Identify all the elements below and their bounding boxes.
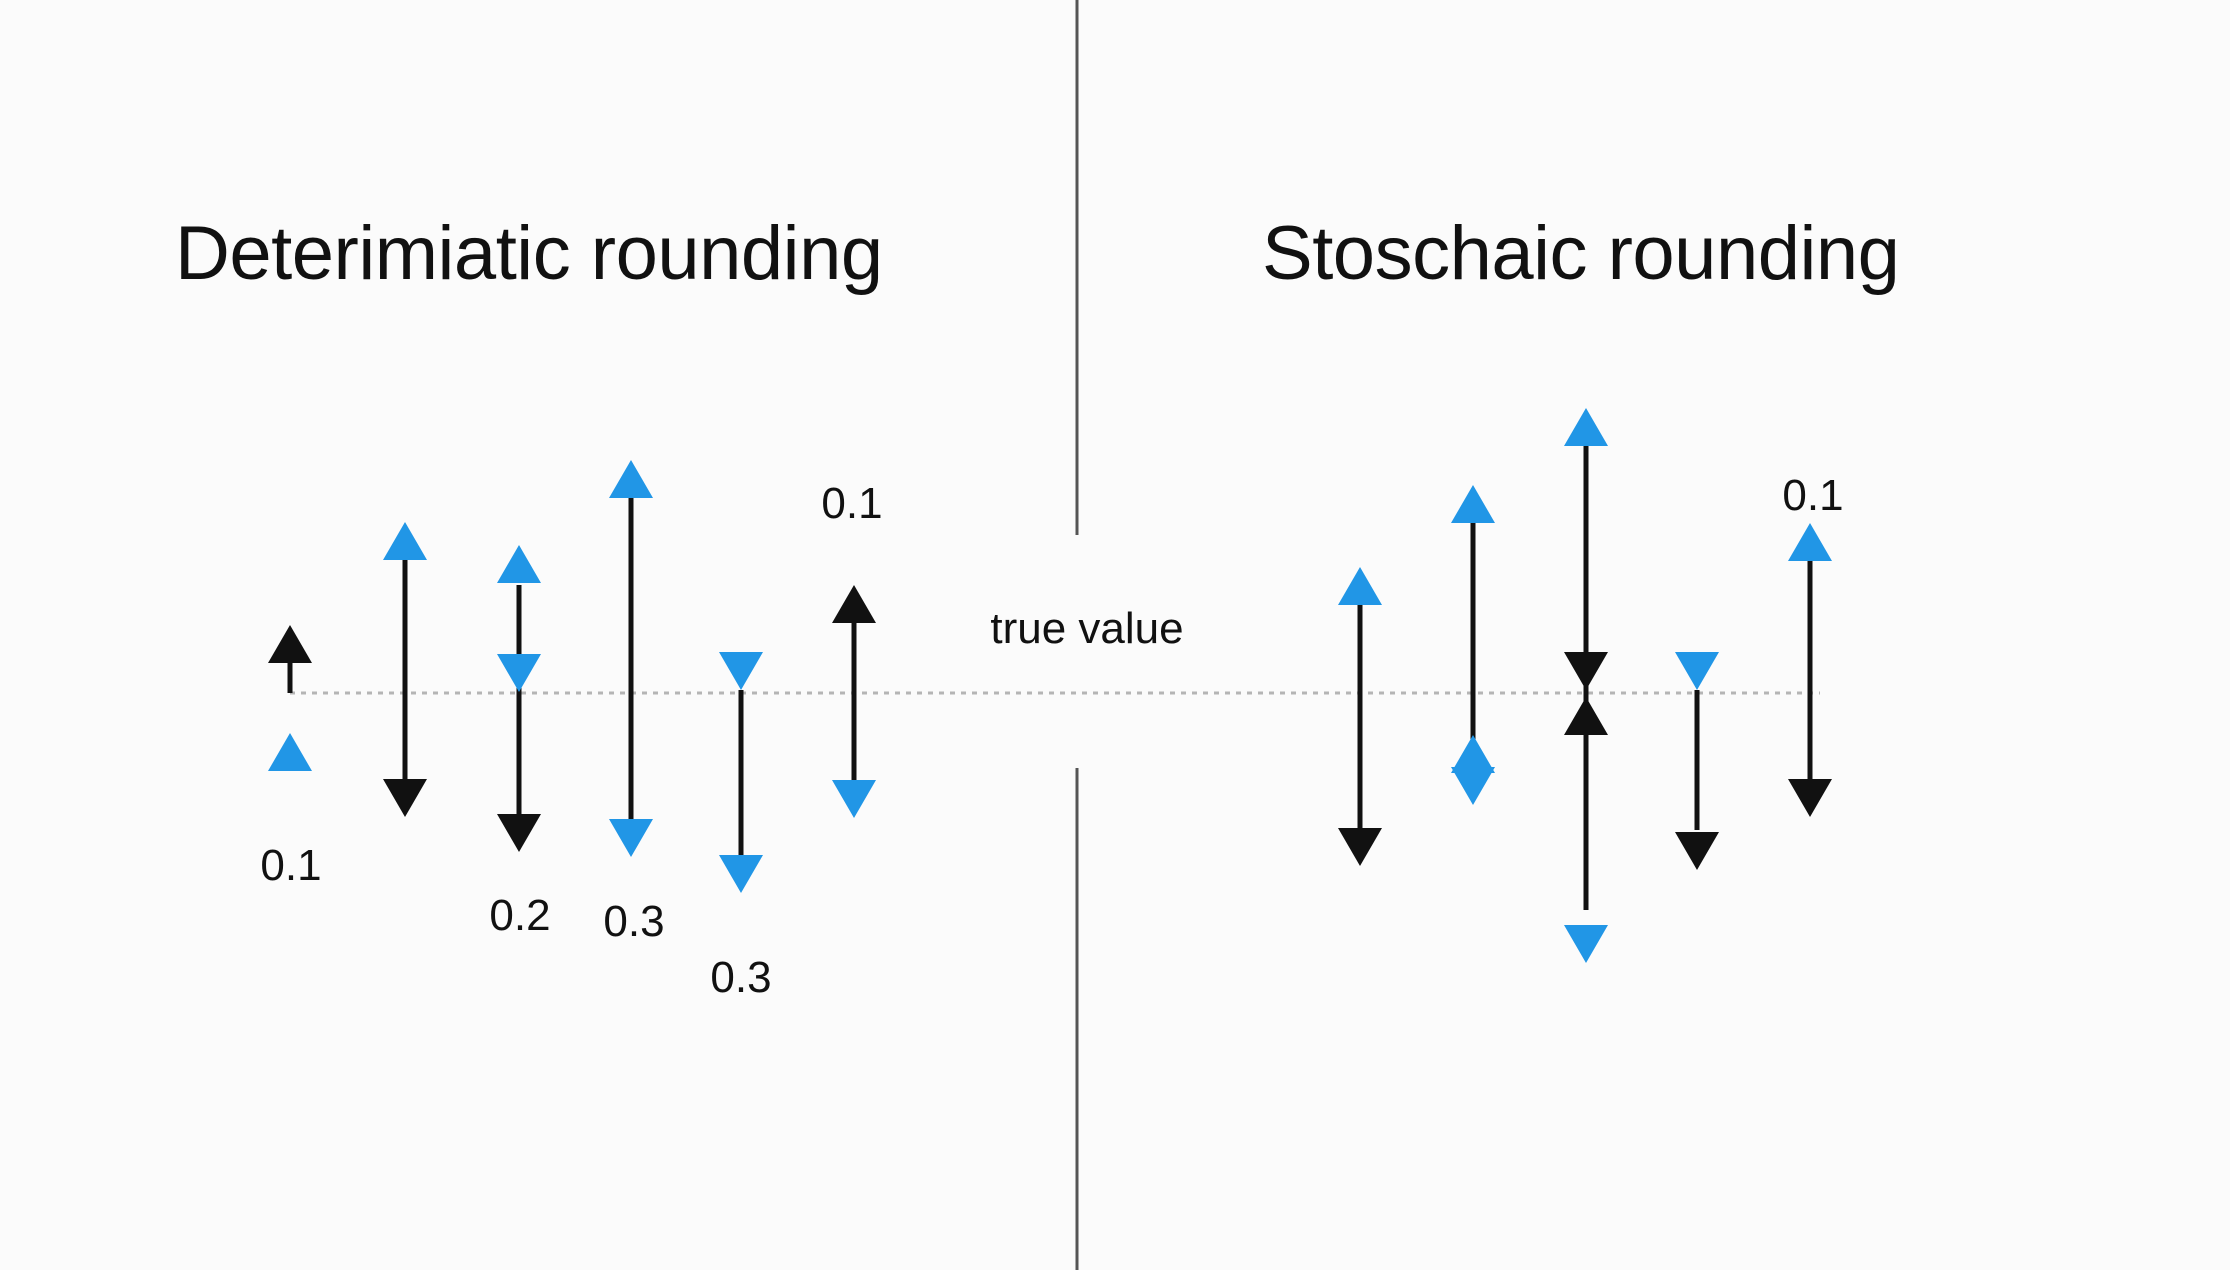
blue-arrowhead-down <box>719 652 763 690</box>
value-label: 0.1 <box>260 841 321 890</box>
blue-arrowhead-up <box>268 733 312 771</box>
blue-arrowhead-up <box>1564 408 1608 446</box>
blue-arrowhead-up <box>1788 523 1832 561</box>
black-arrowhead-down <box>1675 832 1719 870</box>
blue-arrowhead-down <box>1451 767 1495 805</box>
black-arrowhead-down <box>497 814 541 852</box>
black-arrowhead-up <box>832 585 876 623</box>
black-arrowhead-down <box>1788 779 1832 817</box>
blue-arrowhead-down <box>1675 652 1719 690</box>
value-label: 0.1 <box>821 479 882 528</box>
blue-arrowhead-down <box>497 654 541 692</box>
title-stochastic-rounding: Stoschaic rounding <box>1262 211 1900 296</box>
blue-arrowhead-down <box>719 855 763 893</box>
blue-arrowhead-up <box>1451 485 1495 523</box>
value-label: 0.1 <box>1782 471 1843 520</box>
blue-arrowhead-up <box>1451 735 1495 773</box>
value-label: 0.3 <box>603 897 664 946</box>
black-arrowhead-up <box>268 625 312 663</box>
title-deterministic-rounding: Deterimiatic rounding <box>175 211 883 296</box>
blue-arrowhead-down <box>609 819 653 857</box>
value-label: 0.2 <box>489 891 550 940</box>
value-label: 0.3 <box>710 953 771 1002</box>
blue-arrowhead-up <box>383 522 427 560</box>
black-arrowhead-up <box>1564 697 1608 735</box>
blue-arrowhead-down <box>832 780 876 818</box>
black-arrowhead-down <box>1338 828 1382 866</box>
arrow-layer <box>268 408 1832 963</box>
black-arrowhead-down <box>383 779 427 817</box>
blue-arrowhead-down <box>1564 925 1608 963</box>
blue-arrowhead-up <box>609 460 653 498</box>
blue-arrowhead-up <box>497 545 541 583</box>
true-value-label: true value <box>990 604 1183 653</box>
black-arrowhead-down <box>1564 652 1608 690</box>
blue-arrowhead-up <box>1338 567 1382 605</box>
